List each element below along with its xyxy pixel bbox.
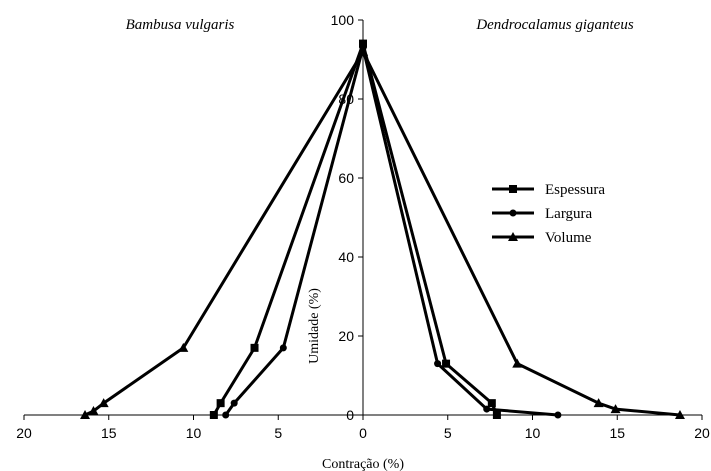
x-tick-label: 15 <box>101 425 117 441</box>
point-volume-right <box>674 410 685 419</box>
x-tick-label: 15 <box>609 425 625 441</box>
point-largura-left <box>222 411 230 419</box>
series-line-largura-left <box>224 47 365 416</box>
point-largura-right <box>434 360 442 368</box>
point-largura-left <box>279 344 287 352</box>
y-tick-label: 60 <box>338 170 354 186</box>
x-tick-label: 5 <box>444 425 452 441</box>
point-espessura-left <box>216 399 225 408</box>
point-volume-left <box>80 410 91 419</box>
series-line-espessura-right <box>361 43 499 416</box>
y-tick-label: 100 <box>331 12 355 28</box>
y-tick-label: 0 <box>346 407 354 423</box>
x-tick-label: 0 <box>359 425 367 441</box>
x-tick-label: 10 <box>525 425 541 441</box>
x-tick-label: 10 <box>186 425 202 441</box>
point-volume-left <box>98 398 109 408</box>
point-espessura-right <box>359 39 367 48</box>
panel-title-right: Dendrocalamus giganteus <box>475 17 634 33</box>
x-tick-label: 20 <box>694 425 710 441</box>
point-espessura-left <box>209 411 218 419</box>
legend: Espessura Largura Volume <box>492 182 605 246</box>
y-axis-title: Umidade (%) <box>307 288 322 364</box>
series-layer <box>80 39 685 419</box>
point-largura-right <box>483 405 491 413</box>
point-volume-right <box>610 404 621 414</box>
point-largura-left <box>230 399 238 407</box>
legend-marker-volume <box>508 232 518 241</box>
y-tick-label: 40 <box>338 249 354 265</box>
legend-marker-espessura <box>509 185 517 193</box>
legend-label-largura: Largura <box>545 206 593 222</box>
legend-marker-largura <box>509 209 517 217</box>
point-espessura-left <box>250 343 259 352</box>
series-line-largura-right <box>361 47 559 417</box>
series-line-espessura-left <box>212 43 365 416</box>
point-volume-left <box>178 342 189 352</box>
point-volume-right <box>358 46 368 56</box>
x-axis-title: Contração (%) <box>322 457 404 471</box>
panel-title-left: Bambusa vulgaris <box>126 17 235 33</box>
point-largura-right <box>554 411 562 419</box>
point-espessura-right <box>492 411 501 419</box>
point-volume-left <box>88 406 99 416</box>
point-espessura-right <box>442 359 451 368</box>
x-tick-label: 20 <box>16 425 32 441</box>
point-espessura-right <box>487 399 496 408</box>
series-line-volume-right <box>361 50 681 417</box>
point-volume-right <box>593 398 604 408</box>
legend-label-volume: Volume <box>545 230 592 246</box>
point-volume-right <box>512 358 523 368</box>
y-tick-label: 20 <box>338 328 354 344</box>
x-tick-label: 5 <box>274 425 282 441</box>
legend-label-espessura: Espessura <box>545 182 605 198</box>
